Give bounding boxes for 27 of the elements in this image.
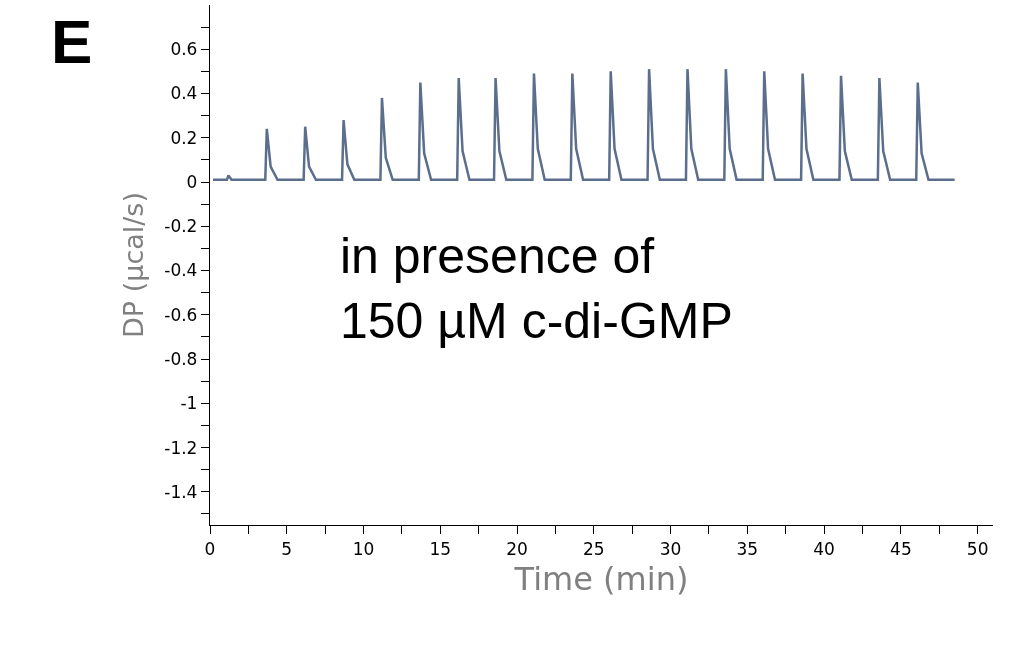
x-tick-label: 40 (813, 538, 835, 559)
y-tick-label: -0.4 (164, 260, 198, 281)
annotation: in presence of 150 µM c-di-GMP (340, 228, 733, 349)
x-tick-label: 30 (659, 538, 682, 559)
y-tick-label: -1.4 (164, 481, 198, 502)
x-tick-label: 20 (506, 538, 528, 559)
y-tick-label: 0.2 (170, 127, 198, 148)
x-tick-label: 25 (583, 538, 605, 559)
x-tick-label: 15 (429, 538, 452, 559)
y-tick-label: 0.4 (170, 83, 198, 104)
y-tick-label: 0.6 (170, 39, 198, 60)
x-tick-label: 10 (352, 538, 375, 559)
x-axis-title: Time (min) (513, 560, 689, 599)
y-tick-label: 0 (186, 171, 198, 192)
x-tick-label: 5 (281, 538, 293, 559)
x-tick-label: 45 (890, 538, 912, 559)
text: E (51, 7, 93, 76)
y-tick-label: -1.2 (164, 437, 198, 458)
y-tick-label: -0.8 (164, 348, 198, 369)
x-tick-label: 35 (736, 538, 759, 559)
y-tick-label: -0.2 (164, 216, 198, 237)
x-tick-label: 50 (966, 538, 989, 559)
y-tick-label: -0.6 (164, 304, 198, 325)
line-series (211, 67, 956, 182)
y-tick-label: -1 (180, 393, 198, 414)
x-tick-label: 0 (204, 538, 216, 559)
y-axis-title: DP (µcal/s) (118, 192, 150, 338)
